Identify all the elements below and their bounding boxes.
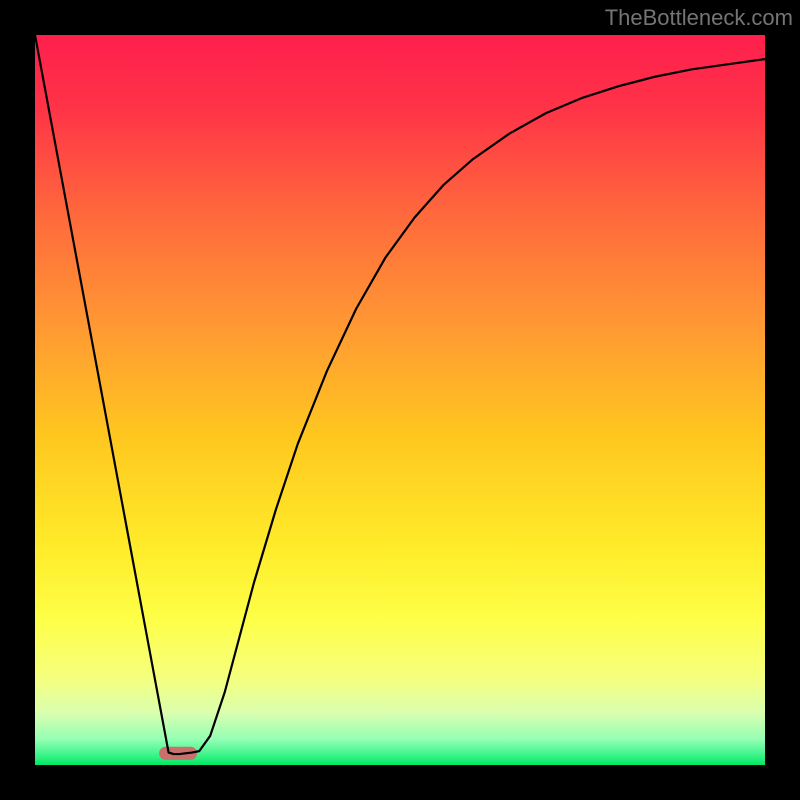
watermark-text: TheBottleneck.com — [605, 5, 793, 31]
plot-area — [35, 35, 765, 765]
chart-frame: TheBottleneck.com — [0, 0, 800, 800]
gradient-background — [35, 35, 765, 765]
